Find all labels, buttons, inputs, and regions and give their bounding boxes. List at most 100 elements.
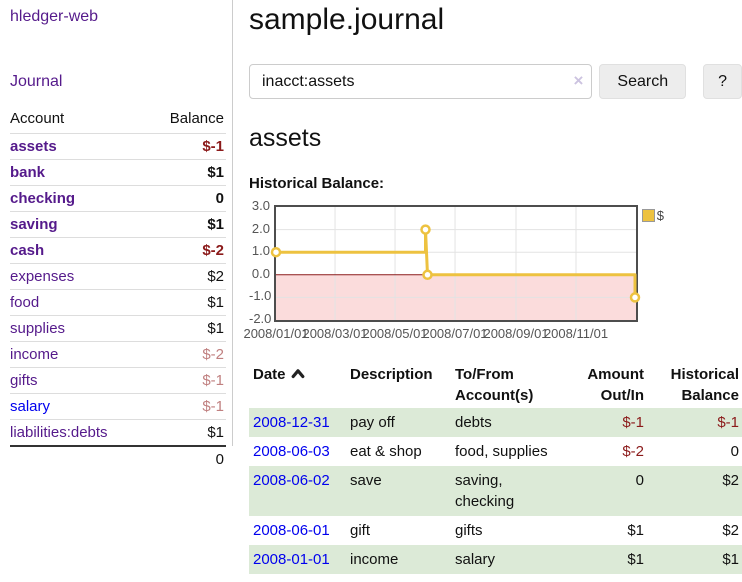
transaction-date-link[interactable]: 2008-12-31 <box>253 414 330 431</box>
clear-search-icon[interactable]: × <box>573 71 584 90</box>
account-balance: $-2 <box>147 237 226 264</box>
sidebar: hledger-web Journal Account Balance asse… <box>0 0 233 472</box>
x-axis-tick-label: 2008/01/01 <box>243 326 309 341</box>
account-row: cash $-2 <box>10 237 226 264</box>
account-balance: $1 <box>147 289 226 316</box>
app-brand-link[interactable]: hledger-web <box>10 8 99 25</box>
register-header-amount: Amount Out/In <box>587 366 644 404</box>
transaction-amount: $-1 <box>563 408 648 437</box>
transaction-date-link[interactable]: 2008-06-01 <box>253 522 330 539</box>
sidebar-item-assets[interactable]: assets <box>10 138 57 155</box>
account-row: expenses $2 <box>10 263 226 290</box>
page-title: sample.journal <box>249 3 445 36</box>
account-balance: $-2 <box>147 341 226 368</box>
chart-legend: $ <box>641 208 664 223</box>
sidebar-item-saving[interactable]: saving <box>10 216 58 233</box>
data-point-marker <box>420 224 431 235</box>
transaction-balance: $1 <box>648 545 742 574</box>
sidebar-item-liabilities-debts[interactable]: liabilities:debts <box>10 424 108 441</box>
transaction-accounts: gifts <box>455 522 483 539</box>
account-balance: 0 <box>147 185 226 212</box>
search-input[interactable] <box>249 64 593 99</box>
account-balance: $-1 <box>147 367 226 394</box>
y-axis-tick-label: 3.0 <box>251 198 270 213</box>
account-balance: $1 <box>147 159 226 186</box>
accounts-header-row: Account Balance <box>10 108 226 134</box>
data-point-marker <box>422 269 433 281</box>
transaction-date-link[interactable]: 2008-06-03 <box>253 443 330 460</box>
transaction-date-cell: 2008-01-01 <box>249 545 346 574</box>
accounts-header-balance: Balance <box>147 108 226 134</box>
chart-plot-area[interactable] <box>270 205 641 322</box>
sidebar-item-expenses[interactable]: expenses <box>10 268 75 285</box>
transaction-accounts: food, supplies <box>455 443 548 460</box>
account-name-cell: cash <box>10 237 148 264</box>
account-row: supplies $1 <box>10 315 226 342</box>
y-axis-tick-label: 2.0 <box>251 220 270 236</box>
account-balance: $1 <box>147 211 226 238</box>
transaction-description: save <box>346 466 451 516</box>
transaction-balance: $2 <box>648 466 742 516</box>
account-name-cell: food <box>10 289 148 316</box>
main-content: sample.journal × Search ? assets Histori… <box>243 0 742 574</box>
x-axis-tick-label: 2008/11/01 <box>543 326 609 341</box>
account-row: gifts $-1 <box>10 367 226 394</box>
transaction-date-cell: 2008-12-31 <box>249 408 346 437</box>
register-header-date[interactable]: Date <box>249 362 346 408</box>
transaction-row: 2008-01-01 income salary $1 $1 <box>249 545 742 574</box>
transaction-date-link[interactable]: 2008-01-01 <box>253 551 330 568</box>
sidebar-item-gifts[interactable]: gifts <box>10 372 38 389</box>
account-name-cell: supplies <box>10 315 148 342</box>
accounts-total-row: 0 <box>10 445 226 472</box>
register-header-accounts: To/From Account(s) <box>455 366 534 404</box>
transaction-amount: $1 <box>627 522 644 539</box>
account-row: liabilities:debts $1 <box>10 419 226 447</box>
account-name-cell: checking <box>10 185 148 212</box>
sidebar-item-journal[interactable]: Journal <box>10 73 63 90</box>
sidebar-item-cash[interactable]: cash <box>10 242 45 259</box>
account-balance: $1 <box>147 419 226 447</box>
transaction-accounts: salary <box>451 545 563 574</box>
y-axis-tick-label: -1.0 <box>249 288 272 304</box>
account-balance: $2 <box>147 263 226 290</box>
transaction-description: gift <box>350 522 371 539</box>
account-name-cell: expenses <box>10 263 148 290</box>
transaction-balance: $-1 <box>648 408 742 437</box>
account-name-cell: saving <box>10 211 148 238</box>
account-name-cell: salary <box>10 393 148 420</box>
accounts-total-value: 0 <box>147 445 226 472</box>
search-button[interactable]: Search <box>599 64 687 99</box>
transaction-amount: $1 <box>563 545 648 574</box>
transaction-description: pay off <box>346 408 451 437</box>
transaction-amount: 0 <box>563 466 648 516</box>
transaction-balance: 0 <box>730 443 739 460</box>
balance-line <box>276 228 637 298</box>
help-button[interactable]: ? <box>703 64 742 99</box>
x-axis-tick-label: 2008/07/01 <box>422 326 488 341</box>
transaction-description: income <box>346 545 451 574</box>
sidebar-item-checking[interactable]: checking <box>10 190 76 207</box>
x-axis-tick-label: 2008/05/01 <box>362 326 428 341</box>
transaction-accounts: saving, checking <box>451 466 563 516</box>
register-header-balance: Historical Balance <box>670 366 739 404</box>
transaction-row: 2008-06-01 gift gifts $1 $2 <box>249 516 742 545</box>
account-row: salary $-1 <box>10 393 226 420</box>
sidebar-item-supplies[interactable]: supplies <box>10 320 66 337</box>
sidebar-item-bank[interactable]: bank <box>10 164 46 181</box>
legend-label: $ <box>656 208 664 223</box>
sidebar-item-salary[interactable]: salary <box>10 398 51 415</box>
account-row: food $1 <box>10 289 226 316</box>
transaction-balance: $2 <box>722 522 739 539</box>
sidebar-item-food[interactable]: food <box>10 294 40 311</box>
accounts-total-spacer <box>10 445 148 472</box>
account-name-cell: income <box>10 341 148 368</box>
transaction-row: 2008-06-03 eat & shop food, supplies $-2 0 <box>249 437 742 466</box>
sidebar-item-income[interactable]: income <box>10 346 59 363</box>
account-name-cell: assets <box>10 133 148 160</box>
register-header-description: Description <box>350 366 433 383</box>
y-axis-tick-label: 0.0 <box>251 265 270 281</box>
x-axis-tick-label: 2008/09/01 <box>483 326 549 341</box>
search-form: × Search ? <box>249 64 742 99</box>
transaction-date-link[interactable]: 2008-06-02 <box>253 472 330 489</box>
account-name-cell: bank <box>10 159 148 186</box>
